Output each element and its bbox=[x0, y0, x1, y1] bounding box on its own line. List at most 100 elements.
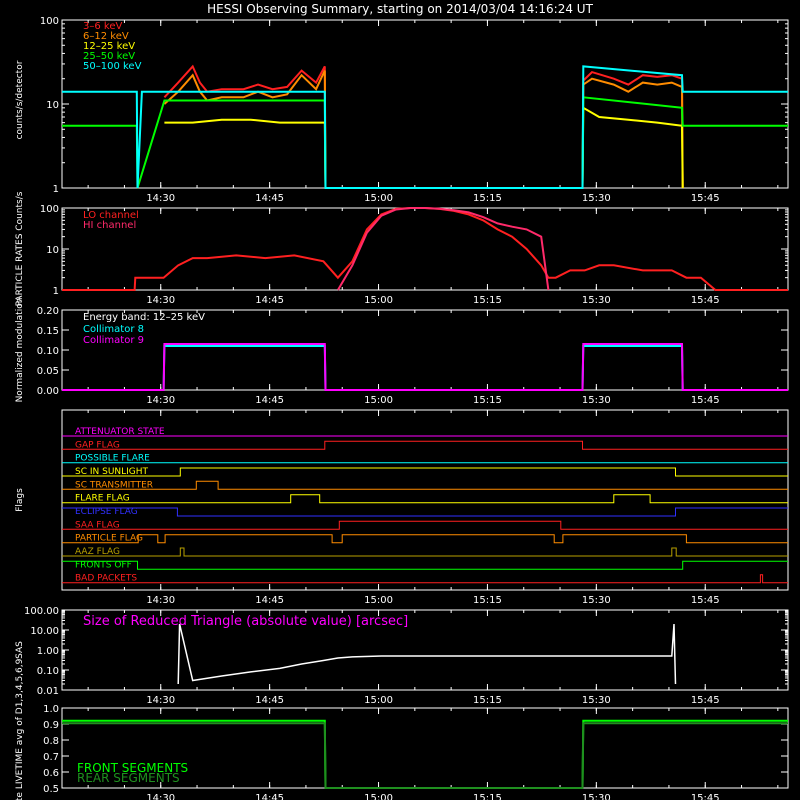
legend-entry-front-segments: FRONT SEGMENTS bbox=[77, 761, 188, 775]
sas-annotation: Size of Reduced Triangle (absolute value… bbox=[83, 614, 408, 629]
flag-label-sc-transmitter: SC TRANSMITTER bbox=[75, 480, 153, 490]
x-tick-label: 15:00 bbox=[364, 595, 393, 606]
y-tick-label: 0.8 bbox=[43, 736, 59, 747]
series-line-lo-channel bbox=[62, 207, 788, 291]
x-tick-label: 15:45 bbox=[691, 295, 720, 306]
y-tick-label: 1.00 bbox=[37, 646, 59, 657]
y-tick-label: 0.15 bbox=[37, 326, 59, 337]
series-line-rear-segments bbox=[62, 722, 788, 789]
flag-label-fronts-off: FRONTS OFF bbox=[75, 560, 132, 570]
flag-label-attenuator-state: ATTENUATOR STATE bbox=[75, 427, 165, 437]
flag-line-fronts-off bbox=[62, 560, 788, 570]
x-tick-label: 14:45 bbox=[255, 295, 284, 306]
x-tick-label: 15:15 bbox=[473, 595, 502, 606]
x-tick-label: 15:45 bbox=[691, 193, 720, 204]
x-tick-label: 15:45 bbox=[691, 595, 720, 606]
series-line-hi-channel bbox=[337, 207, 550, 291]
y-axis-label: PARTICLE RATES Counts/s bbox=[15, 191, 25, 306]
panel-frame bbox=[61, 19, 789, 189]
flag-label-bad-packets: BAD PACKETS bbox=[75, 574, 137, 584]
flag-line-eclipse-flag bbox=[62, 507, 788, 517]
legend-entry-3-6-kev: 3–6 keV bbox=[83, 21, 122, 32]
series-line-50-100-kev bbox=[62, 65, 788, 189]
x-tick-label: 14:45 bbox=[255, 193, 284, 204]
y-tick-label: 0.10 bbox=[37, 666, 59, 677]
x-tick-label: 15:00 bbox=[364, 193, 393, 204]
y-tick-label: 0.6 bbox=[43, 768, 59, 779]
flag-line-particle-flag bbox=[62, 534, 788, 544]
legend-entry-collimator-8: Collimator 8 bbox=[83, 324, 144, 335]
legend-entry-hi-channel: HI channel bbox=[83, 220, 136, 231]
panel-sas: 14:30 14:45 15:00 15:15 15:30 15:45 SAS 0.01 0.1… bbox=[15, 606, 789, 706]
x-tick-label: 15:45 bbox=[691, 695, 720, 706]
y-tick-label: 100.00 bbox=[24, 606, 59, 617]
y-tick-label: 0.7 bbox=[43, 752, 59, 763]
flag-line-saa-flag bbox=[62, 520, 788, 530]
x-tick-label: 15:15 bbox=[473, 395, 502, 406]
x-tick-label: 15:00 bbox=[364, 793, 393, 800]
y-tick-label: 10 bbox=[46, 100, 59, 111]
panel-particle: 14:30 14:45 15:00 15:15 15:30 15:45 PARTICLE R… bbox=[15, 191, 789, 306]
x-tick-label: 15:00 bbox=[364, 395, 393, 406]
x-tick-label: 14:30 bbox=[146, 695, 175, 706]
legend-entry-lo-channel: LO channel bbox=[83, 210, 139, 221]
y-tick-label: 0.9 bbox=[43, 720, 59, 731]
panel-counts: 14:30 14:45 15:00 15:15 15:30 15:45 counts/s/d… bbox=[15, 16, 789, 204]
energy-band-annotation: Energy band: 12–25 keV bbox=[83, 312, 205, 323]
series-line-25-50-kev bbox=[62, 96, 788, 189]
x-tick-label: 15:00 bbox=[364, 695, 393, 706]
legend-entry-12-25-kev: 12–25 keV bbox=[83, 41, 135, 52]
flag-line-sc-transmitter bbox=[62, 480, 788, 490]
legend-entry-50-100-kev: 50–100 keV bbox=[83, 61, 142, 72]
figure-title: HESSI Observing Summary, starting on 201… bbox=[207, 2, 593, 16]
x-tick-label: 15:30 bbox=[582, 193, 611, 204]
panels-group: 14:30 14:45 15:00 15:15 15:30 15:45 counts/s/d… bbox=[15, 16, 789, 800]
flag-line-flare-flag bbox=[62, 494, 788, 504]
panel-modulation: 14:30 14:45 15:00 15:15 15:30 15:45 Normalized… bbox=[15, 298, 789, 406]
y-tick-label: 1.0 bbox=[43, 704, 59, 715]
y-tick-label: 1 bbox=[53, 184, 59, 195]
series-line-12-25-kev bbox=[164, 106, 684, 189]
x-tick-label: 14:45 bbox=[255, 395, 284, 406]
flag-label-gap-flag: GAP FLAG bbox=[75, 440, 120, 450]
x-tick-label: 14:30 bbox=[146, 193, 175, 204]
x-tick-label: 14:45 bbox=[255, 695, 284, 706]
series-line-sas bbox=[177, 623, 677, 685]
legend-entry-25-50-kev: 25–50 keV bbox=[83, 51, 135, 62]
flag-label-flare-flag: FLARE FLAG bbox=[75, 494, 130, 504]
flag-label-particle-flag: PARTICLE FLAG bbox=[75, 534, 143, 544]
panel-livetime: 14:30 14:45 15:00 15:15 15:30 15:45 Mon. Rate … bbox=[15, 658, 789, 800]
x-tick-label: 15:30 bbox=[582, 295, 611, 306]
x-tick-label: 15:30 bbox=[582, 595, 611, 606]
legend-entry-6-12-kev: 6–12 keV bbox=[83, 31, 129, 42]
y-tick-label: 0.10 bbox=[37, 346, 59, 357]
x-tick-label: 15:15 bbox=[473, 695, 502, 706]
y-tick-label: 0.20 bbox=[37, 306, 59, 317]
x-tick-label: 15:30 bbox=[582, 395, 611, 406]
flag-label-aaz-flag: AAZ FLAG bbox=[75, 547, 120, 557]
x-tick-label: 15:15 bbox=[473, 295, 502, 306]
flag-line-bad-packets bbox=[62, 574, 788, 584]
flag-label-saa-flag: SAA FLAG bbox=[75, 520, 120, 530]
flag-line-sc-in-sunlight bbox=[62, 467, 788, 477]
flag-label-sc-in-sunlight: SC IN SUNLIGHT bbox=[75, 467, 149, 477]
y-axis-label: counts/s/detector bbox=[15, 60, 25, 139]
y-tick-label: 0.5 bbox=[43, 784, 59, 795]
x-tick-label: 15:15 bbox=[473, 793, 502, 800]
series-line-3-6-kev bbox=[163, 64, 684, 189]
series-line-collimator-8 bbox=[62, 345, 788, 391]
x-tick-label: 14:30 bbox=[146, 793, 175, 800]
x-tick-label: 15:00 bbox=[364, 295, 393, 306]
y-tick-label: 1 bbox=[53, 286, 59, 297]
panel-frame bbox=[61, 207, 789, 291]
x-tick-label: 15:15 bbox=[473, 193, 502, 204]
x-tick-label: 14:45 bbox=[255, 793, 284, 800]
x-tick-label: 14:30 bbox=[146, 395, 175, 406]
flag-label-possible-flare: POSSIBLE FLARE bbox=[75, 454, 150, 464]
series-line-6-12-kev bbox=[163, 70, 684, 189]
y-tick-label: 100 bbox=[40, 204, 59, 215]
y-tick-label: 100 bbox=[40, 16, 59, 27]
panel-frame bbox=[61, 409, 789, 591]
y-axis-label: SAS bbox=[15, 641, 25, 659]
y-axis-label: Normalized modulation bbox=[15, 298, 25, 403]
